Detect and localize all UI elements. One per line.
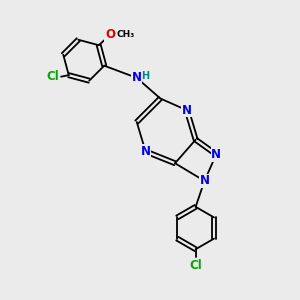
Text: N: N [211,148,221,161]
Text: H: H [142,70,150,80]
Text: O: O [105,28,115,41]
Text: Cl: Cl [46,70,58,83]
Text: N: N [132,71,142,84]
Text: Cl: Cl [189,259,202,272]
Text: CH₃: CH₃ [116,30,134,39]
Text: N: N [141,145,151,158]
Text: N: N [200,174,209,188]
Text: N: N [182,104,192,117]
